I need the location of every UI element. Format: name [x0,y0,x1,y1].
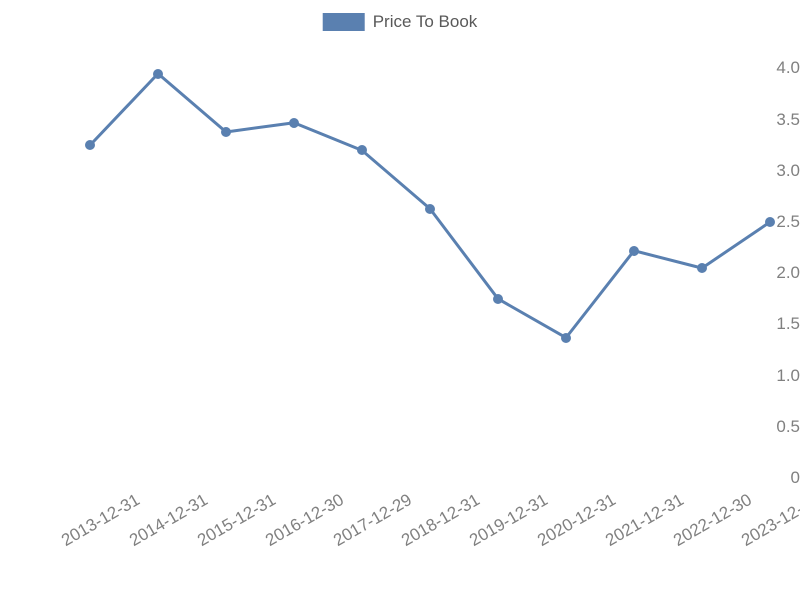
data-point [629,246,639,256]
data-point [357,145,367,155]
line-chart: Price To Book 00.51.01.52.02.53.03.54.0 … [0,0,800,600]
data-point [289,118,299,128]
data-point [425,204,435,214]
data-point [153,69,163,79]
data-point [765,217,775,227]
data-point [697,263,707,273]
data-point [221,127,231,137]
data-point [85,140,95,150]
data-point [561,333,571,343]
data-point [493,294,503,304]
